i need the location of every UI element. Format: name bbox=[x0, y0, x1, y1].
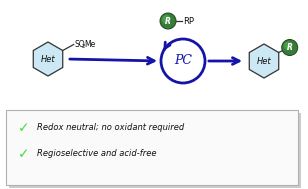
Polygon shape bbox=[33, 42, 63, 76]
Text: ✓: ✓ bbox=[18, 121, 30, 135]
Circle shape bbox=[284, 42, 293, 50]
Text: R: R bbox=[287, 43, 293, 52]
Text: R: R bbox=[165, 16, 171, 26]
Circle shape bbox=[282, 40, 298, 56]
Text: PC: PC bbox=[174, 54, 192, 67]
Polygon shape bbox=[249, 44, 279, 78]
Circle shape bbox=[160, 13, 176, 29]
Text: RP: RP bbox=[183, 16, 194, 26]
FancyBboxPatch shape bbox=[6, 110, 298, 185]
Text: Regioselective and acid-free: Regioselective and acid-free bbox=[37, 149, 156, 159]
Text: Me: Me bbox=[84, 40, 95, 49]
Text: SO: SO bbox=[75, 40, 85, 49]
Text: 2: 2 bbox=[82, 44, 85, 49]
Text: Het: Het bbox=[257, 57, 271, 66]
FancyBboxPatch shape bbox=[9, 113, 301, 188]
Circle shape bbox=[162, 15, 171, 24]
Text: ✓: ✓ bbox=[18, 147, 30, 161]
Text: Redox neutral; no oxidant required: Redox neutral; no oxidant required bbox=[37, 123, 184, 132]
Text: Het: Het bbox=[41, 54, 55, 64]
